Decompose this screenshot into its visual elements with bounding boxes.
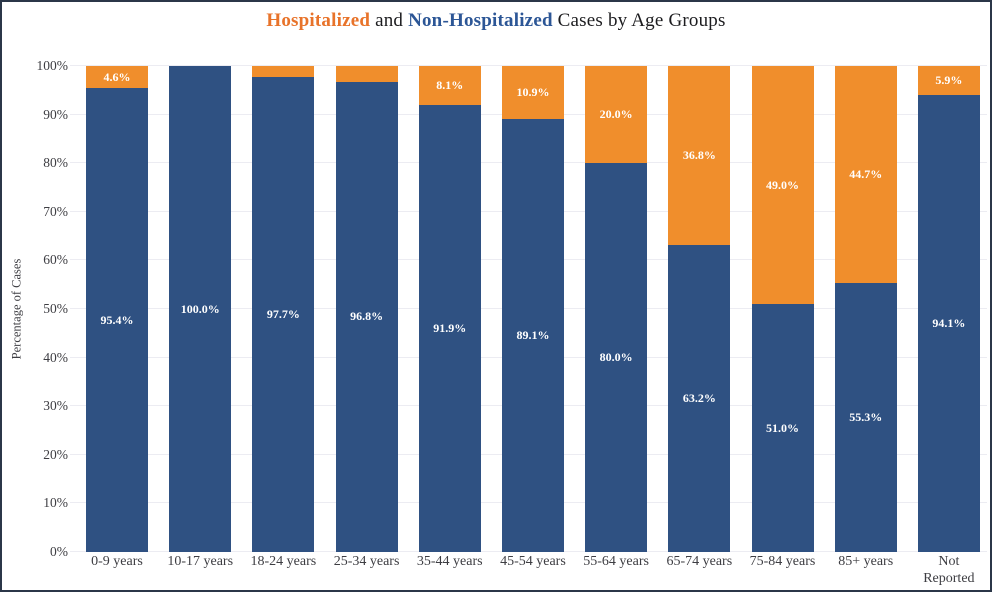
- bar-column-0-9-years: 4.6% 95.4%: [86, 66, 148, 552]
- x-tick-10-17-years: 10-17 years: [167, 554, 234, 590]
- x-tick-label: 35-44 years: [416, 554, 483, 569]
- y-tick-label: 30%: [43, 398, 68, 414]
- x-tick-45-54-years: 45-54 years: [500, 554, 566, 590]
- segment-hospitalized[interactable]: 36.8%: [668, 66, 731, 245]
- segment-hospitalized[interactable]: 49.0%: [751, 66, 814, 305]
- segment-non-hospitalized[interactable]: 96.8%: [335, 81, 398, 552]
- title-rest: Cases by Age Groups: [552, 10, 726, 31]
- y-tick-label: 40%: [43, 349, 68, 365]
- segment-non-hospitalized[interactable]: 55.3%: [834, 283, 897, 552]
- x-tick-label: 85+ years: [838, 554, 894, 569]
- segment-non-hospitalized[interactable]: 100.0%: [169, 66, 232, 552]
- bar-value-label: 55.3%: [849, 410, 883, 425]
- x-tick-65-74-years: 65-74 years: [666, 554, 733, 590]
- y-tick-label: 100%: [36, 58, 69, 73]
- bar-value-label: 8.1%: [436, 78, 464, 93]
- plot-area: 4.6% 95.4% 100.0% 97.7% 96.8% 8.1% 91.9% 10.9% 8…: [86, 66, 980, 552]
- y-tick-label: 10%: [43, 495, 68, 511]
- y-tick-label: 90%: [43, 106, 68, 122]
- title-and: and: [370, 10, 409, 31]
- bar-value-label: 89.1%: [516, 327, 550, 342]
- segment-hospitalized[interactable]: 5.9%: [917, 66, 980, 95]
- segment-hospitalized[interactable]: 8.1%: [418, 66, 481, 106]
- bar-value-label: 49.0%: [766, 177, 799, 192]
- title-hospitalized: Hospitalized: [266, 10, 371, 31]
- bar-value-label: 44.7%: [849, 167, 883, 182]
- x-tick-label: 25-34 years: [333, 554, 400, 569]
- segment-non-hospitalized[interactable]: 94.1%: [917, 94, 980, 552]
- bar-column-75-84-years: 49.0% 51.0%: [751, 66, 814, 552]
- bar-value-label: 10.9%: [516, 85, 550, 99]
- bar-column-18-24-years: 97.7%: [252, 66, 315, 552]
- x-tick-35-44-years: 35-44 years: [416, 554, 483, 590]
- x-tick-label: 0-9 years: [91, 554, 143, 569]
- x-axis: 0-9 years 10-17 years 18-24 years 25-34 yea…: [86, 554, 980, 590]
- bar-value-label: 97.7%: [266, 307, 300, 322]
- x-tick-label: 75-84 years: [749, 554, 816, 569]
- segment-hospitalized[interactable]: 20.0%: [585, 66, 648, 164]
- bar-column-25-34-years: 96.8%: [335, 66, 398, 552]
- x-tick-55-64-years: 55-64 years: [583, 554, 649, 590]
- bar-value-label: 63.2%: [682, 390, 716, 405]
- segment-hospitalized[interactable]: 4.6%: [86, 66, 148, 89]
- title-non-hospitalized: Non-Hospitalized: [408, 10, 553, 31]
- x-tick-label: 65-74 years: [666, 554, 733, 569]
- bar-column-35-44-years: 8.1% 91.9%: [418, 66, 481, 552]
- chart-title: Hospitalized and Non-Hospitalized Cases …: [2, 10, 990, 32]
- bar-column-45-54-years: 10.9% 89.1%: [501, 66, 564, 552]
- segment-hospitalized[interactable]: 10.9%: [501, 66, 564, 119]
- segment-hospitalized[interactable]: 44.7%: [834, 66, 897, 284]
- x-tick-25-34-years: 25-34 years: [333, 554, 400, 590]
- bar-value-label: 95.4%: [100, 312, 134, 327]
- bar-column-55-64-years: 20.0% 80.0%: [585, 66, 648, 552]
- segment-non-hospitalized[interactable]: 51.0%: [751, 304, 814, 552]
- segment-hospitalized[interactable]: [252, 66, 315, 78]
- bar-value-label: 36.8%: [682, 147, 716, 162]
- gridline: [70, 65, 987, 66]
- bar-column-85-years: 44.7% 55.3%: [834, 66, 897, 552]
- bar-value-label: 20.0%: [599, 107, 633, 122]
- x-tick-label: 55-64 years: [583, 554, 649, 569]
- segment-non-hospitalized[interactable]: 91.9%: [418, 105, 481, 552]
- y-tick-label: 70%: [43, 203, 68, 219]
- x-tick-not-reported: Not Reported: [918, 554, 980, 590]
- bar-value-label: 4.6%: [103, 69, 131, 84]
- x-tick-75-84-years: 75-84 years: [749, 554, 816, 590]
- bar-value-label: 5.9%: [935, 72, 963, 87]
- segment-non-hospitalized[interactable]: 80.0%: [585, 163, 648, 552]
- y-axis: 0% 10% 20% 30% 40% 50% 60% 70% 80% 90% 100%: [2, 58, 69, 559]
- bar-value-label: 96.8%: [350, 309, 384, 324]
- x-tick-0-9-years: 0-9 years: [86, 554, 148, 590]
- bar-value-label: 51.0%: [766, 420, 799, 435]
- segment-non-hospitalized[interactable]: 63.2%: [668, 244, 731, 552]
- segment-non-hospitalized[interactable]: 95.4%: [86, 88, 148, 552]
- x-tick-label: 18-24 years: [250, 554, 317, 569]
- x-tick-85-years: 85+ years: [835, 554, 897, 590]
- y-tick-label: 80%: [43, 155, 68, 171]
- y-tick-label: 50%: [43, 301, 68, 316]
- y-tick-label: 20%: [43, 446, 68, 462]
- x-tick-label: 10-17 years: [167, 554, 234, 569]
- bar-value-label: 91.9%: [433, 321, 467, 336]
- segment-non-hospitalized[interactable]: 89.1%: [501, 118, 564, 552]
- bar-column-not-reported: 5.9% 94.1%: [917, 66, 980, 552]
- x-tick-label: Not Reported: [923, 554, 975, 586]
- x-tick-label: 45-54 years: [500, 554, 566, 569]
- bar-value-label: 94.1%: [932, 315, 966, 330]
- segment-non-hospitalized[interactable]: 97.7%: [252, 77, 315, 552]
- bar-column-65-74-years: 36.8% 63.2%: [668, 66, 731, 552]
- bar-column-10-17-years: 100.0%: [169, 66, 232, 552]
- bar-value-label: 80.0%: [599, 350, 633, 365]
- y-tick-label: 0%: [50, 544, 68, 559]
- y-tick-label: 60%: [43, 252, 68, 268]
- bar-value-label: 100.0%: [180, 301, 220, 316]
- segment-hospitalized[interactable]: [335, 66, 398, 82]
- x-tick-18-24-years: 18-24 years: [250, 554, 317, 590]
